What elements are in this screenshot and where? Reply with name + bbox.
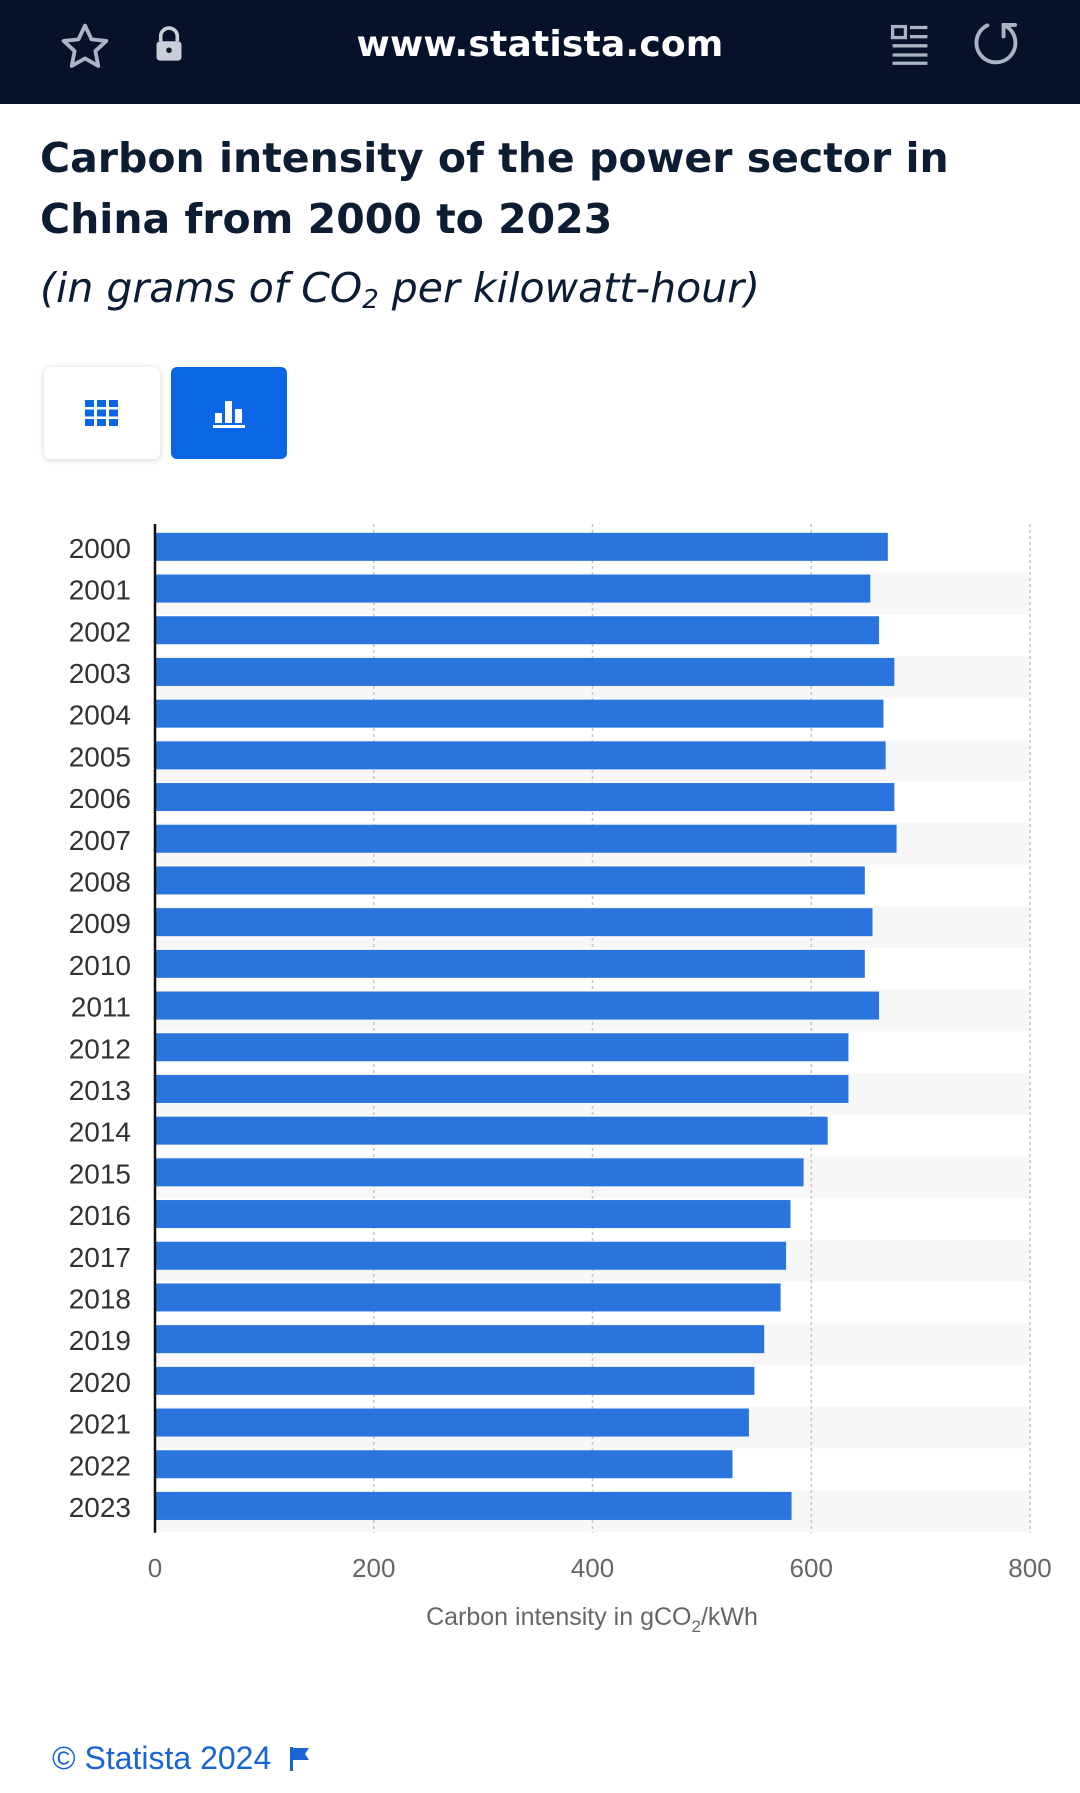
y-tick-label: 2003	[69, 658, 131, 689]
bar	[155, 991, 880, 1020]
x-tick-label: 600	[790, 1553, 833, 1583]
y-tick-label: 2017	[69, 1242, 131, 1273]
bar	[155, 657, 895, 686]
bar	[155, 574, 871, 603]
y-tick-label: 2020	[69, 1367, 131, 1398]
bar	[155, 1450, 733, 1479]
bar	[155, 908, 873, 937]
y-tick-label: 2012	[69, 1033, 131, 1064]
flag-icon[interactable]	[289, 1746, 311, 1772]
grid-icon	[85, 400, 118, 426]
y-tick-label: 2010	[69, 950, 131, 981]
y-tick-label: 2002	[69, 616, 131, 647]
chart-view-button[interactable]	[171, 367, 287, 459]
browser-toolbar: www.statista.com	[0, 0, 1080, 104]
y-tick-label: 2014	[69, 1117, 131, 1148]
bar	[155, 1241, 787, 1270]
reload-icon[interactable]	[970, 18, 1022, 75]
bar	[155, 1366, 755, 1395]
y-tick-label: 2015	[69, 1158, 131, 1189]
lock-icon[interactable]	[152, 26, 186, 67]
y-tick-label: 2008	[69, 866, 131, 897]
chart-title: Carbon intensity of the power sector in …	[40, 134, 949, 243]
bar	[155, 949, 865, 978]
star-icon[interactable]	[58, 20, 112, 79]
address-bar-url[interactable]: www.statista.com	[356, 24, 724, 65]
y-tick-label: 2016	[69, 1200, 131, 1231]
bar	[155, 783, 895, 812]
x-tick-label: 0	[148, 1553, 162, 1583]
bar-chart: 2000200120022003200420052006200720082009…	[69, 524, 1052, 1636]
y-tick-label: 2009	[69, 908, 131, 939]
chart-subtitle: (in grams of CO2 per kilowatt-hour)	[40, 264, 761, 315]
y-tick-label: 2011	[71, 992, 131, 1023]
y-tick-label: 2018	[69, 1283, 131, 1314]
y-tick-label: 2007	[69, 825, 131, 856]
bar	[155, 1408, 749, 1437]
x-tick-label: 800	[1008, 1553, 1051, 1583]
bar	[155, 616, 880, 645]
y-tick-label: 2022	[69, 1450, 131, 1481]
bar	[155, 1200, 791, 1229]
y-tick-label: 2001	[69, 575, 131, 606]
bar	[155, 699, 884, 728]
bar	[155, 1116, 828, 1145]
bar-chart-icon	[213, 401, 245, 428]
reader-mode-icon[interactable]	[888, 22, 932, 71]
x-axis-label: Carbon intensity in gCO2/kWh	[426, 1603, 758, 1636]
bar	[155, 1325, 765, 1354]
y-tick-label: 2004	[69, 700, 131, 731]
bar	[155, 866, 865, 895]
table-view-button[interactable]	[44, 367, 160, 459]
bar	[155, 1491, 792, 1520]
y-tick-label: 2005	[69, 741, 131, 772]
y-tick-label: 2000	[69, 533, 131, 564]
bar	[155, 1283, 781, 1312]
bar	[155, 824, 897, 853]
bar	[155, 1033, 849, 1062]
x-tick-label: 400	[571, 1553, 614, 1583]
copyright-link[interactable]: © Statista 2024	[52, 1740, 272, 1776]
x-tick-label: 200	[352, 1553, 395, 1583]
bar	[155, 532, 888, 561]
bar	[155, 1074, 849, 1103]
footer: © Statista 2024	[52, 1740, 311, 1777]
y-tick-label: 2021	[69, 1409, 131, 1440]
bar	[155, 1158, 804, 1187]
y-tick-label: 2023	[69, 1492, 131, 1523]
y-tick-label: 2019	[69, 1325, 131, 1356]
y-tick-label: 2013	[69, 1075, 131, 1106]
y-tick-label: 2006	[69, 783, 131, 814]
bar	[155, 741, 886, 770]
